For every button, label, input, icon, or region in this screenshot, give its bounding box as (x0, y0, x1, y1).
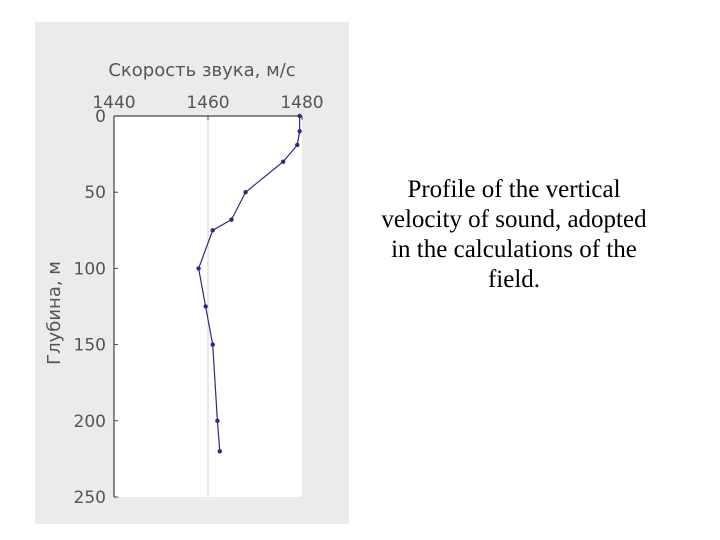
data-point (196, 266, 201, 271)
x-tick-label: 1480 (280, 93, 323, 113)
data-point (297, 113, 302, 119)
data-point (203, 304, 208, 309)
y-tick-label: 100 (74, 259, 106, 279)
y-tick-label: 150 (74, 336, 106, 356)
y-tick-label: 250 (74, 488, 106, 508)
caption: Profile of the vertical velocity of soun… (381, 176, 647, 293)
data-point (281, 159, 286, 164)
plot-area: 1440 1460 1480 0 50 100 150 200 250 (74, 93, 324, 508)
y-tick-label: 50 (84, 183, 106, 203)
figure-panel: 1440 1460 1480 0 50 100 150 200 250 Скорость зву… (35, 22, 349, 524)
data-point (210, 228, 215, 233)
x-tick-label: 1460 (186, 93, 229, 113)
x-tick-label: 1440 (92, 93, 135, 113)
y-tick-label: 0 (95, 107, 106, 127)
data-point (243, 190, 248, 195)
data-point (295, 142, 300, 148)
data-point (210, 342, 215, 347)
data-point (297, 129, 302, 134)
data-point (229, 217, 234, 222)
chart-title: Скорость звука, м/с (108, 60, 295, 81)
data-point (217, 449, 222, 454)
sound-velocity-chart: 1440 1460 1480 0 50 100 150 200 250 Скорость зву… (44, 60, 324, 508)
data-point (215, 418, 220, 423)
y-axis-label: Глубина, м (44, 261, 65, 365)
y-tick-label: 200 (74, 412, 106, 432)
series-line (197, 116, 301, 452)
